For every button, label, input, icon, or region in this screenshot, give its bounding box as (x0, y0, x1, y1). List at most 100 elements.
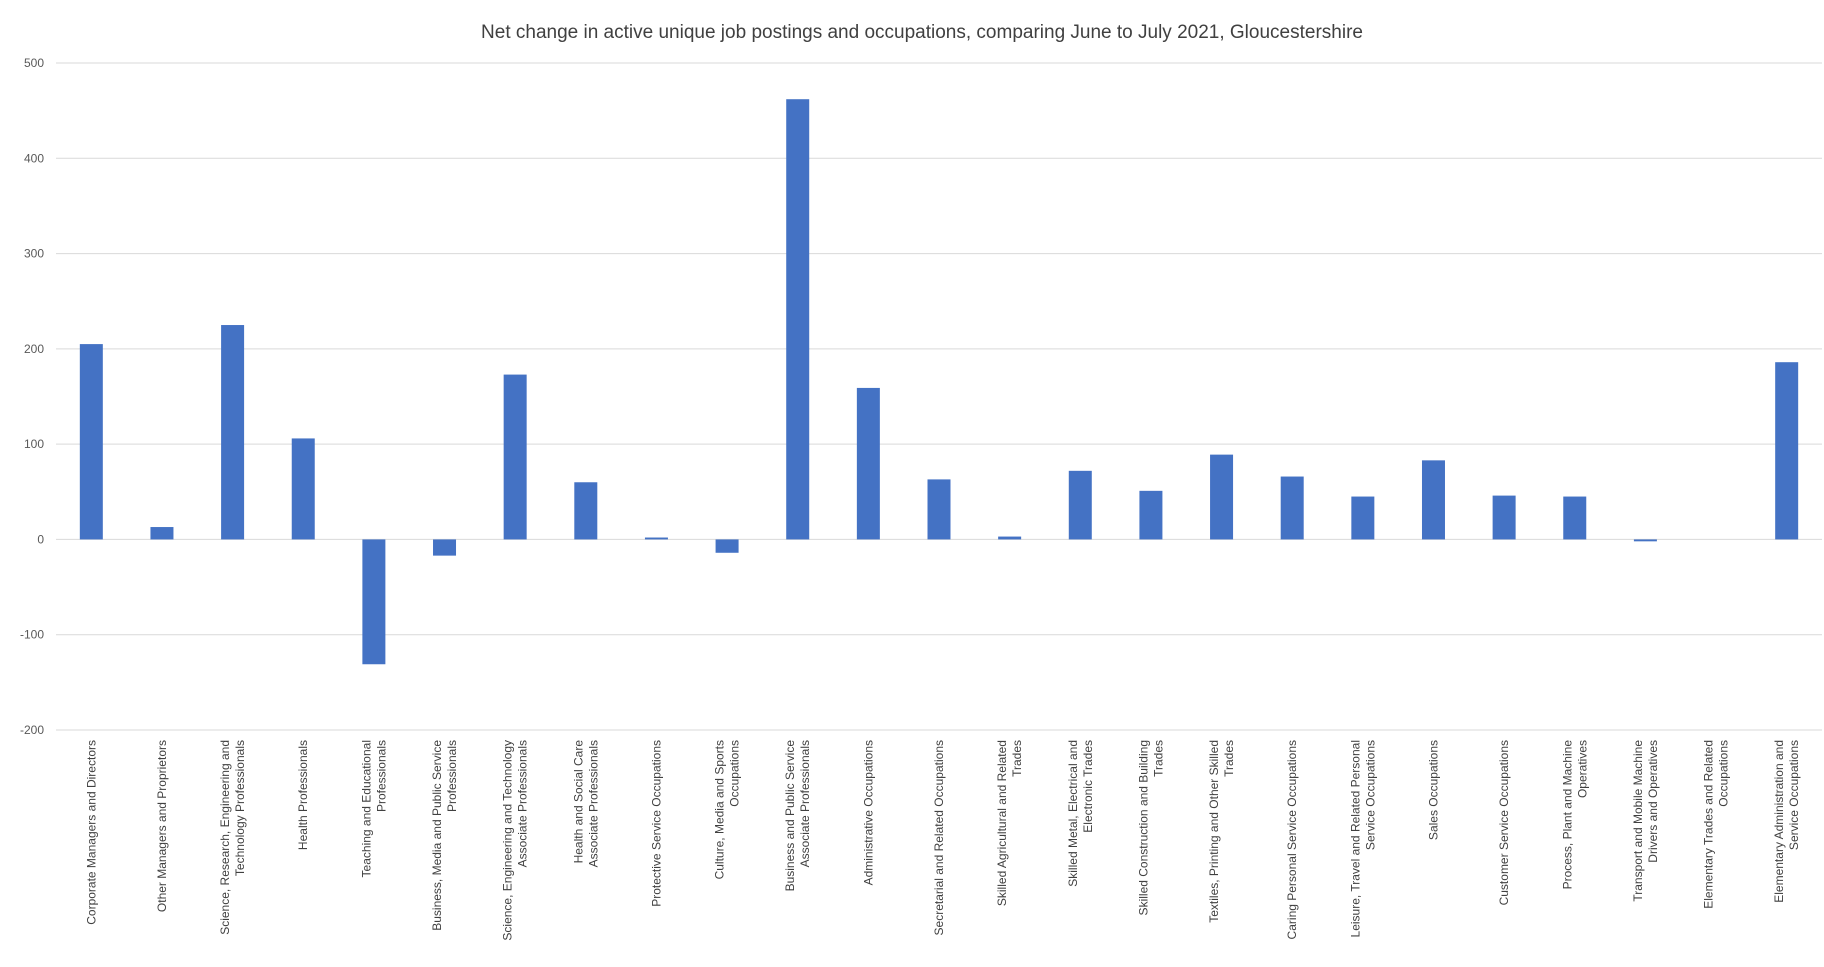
bars (79, 99, 1799, 665)
bar (644, 537, 668, 540)
y-tick-label: 0 (37, 532, 44, 546)
bar (1351, 496, 1375, 540)
category-label-line: Trades (1010, 740, 1024, 777)
bar (1563, 496, 1587, 540)
category-label-line: Drivers and Operatives (1646, 740, 1660, 863)
category-label: Science, Engineering and Technology Assoc… (501, 740, 530, 941)
gridlines (56, 62, 1822, 731)
category-label-line: Skilled Metal, Electrical and (1066, 740, 1080, 887)
category-label: Administrative Occupations (861, 740, 875, 885)
category-label: Leisure, Travel and Related Personal Serv… (1348, 740, 1377, 937)
category-label: Science, Research, Engineering and Techno… (218, 740, 247, 935)
category-label-line: Secretarial and Related Occupations (932, 740, 946, 935)
y-tick-label: 100 (24, 437, 44, 451)
category-label-line: Technology Professionals (233, 740, 247, 876)
category-label-line: Protective Service Occupations (649, 740, 663, 907)
y-axis-ticks: 500 400 300 200 100 0 -100 -200 (20, 56, 44, 737)
category-label-line: Transport and Mobile Machine (1631, 740, 1645, 902)
category-label-line: Customer Service Occupations (1497, 740, 1511, 905)
category-label: Other Managers and Proprietors (155, 740, 169, 912)
category-label-line: Teaching and Educational (359, 740, 373, 877)
chart-title: Net change in active unique job postings… (481, 22, 1363, 43)
bar (150, 527, 174, 540)
category-label: Transport and Mobile Machine Drivers and … (1631, 740, 1660, 902)
category-label: Process, Plant and Machine Operatives (1560, 740, 1589, 890)
category-label-line: Associate Professionals (586, 740, 600, 867)
category-label-line: Associate Professionals (516, 740, 530, 867)
bar (1775, 362, 1799, 540)
category-label-line: Professionals (374, 740, 388, 812)
category-label: Skilled Construction and Building Trades (1136, 740, 1165, 915)
category-label-line: Trades (1222, 740, 1236, 777)
bar (927, 479, 951, 540)
bar (1633, 539, 1657, 542)
category-label-line: Other Managers and Proprietors (155, 740, 169, 912)
category-label: Teaching and Educational Professionals (359, 740, 388, 877)
bar (1421, 460, 1445, 540)
y-tick-label: 500 (24, 56, 44, 70)
category-label: Textiles, Printing and Other Skilled Trad… (1207, 740, 1236, 923)
bar (433, 539, 457, 556)
category-label-line: Skilled Construction and Building (1136, 740, 1150, 915)
y-tick-label: 300 (24, 247, 44, 261)
category-label-line: Science, Research, Engineering and (218, 740, 232, 935)
y-tick-label: 200 (24, 342, 44, 356)
category-labels: Corporate Managers and Directors Other Ma… (84, 740, 1801, 941)
category-label-line: Science, Engineering and Technology (501, 740, 515, 941)
category-label: Secretarial and Related Occupations (932, 740, 946, 935)
category-label-line: Elementary Administration and (1772, 740, 1786, 903)
category-label: Sales Occupations (1426, 740, 1440, 840)
category-label-line: Occupations (1717, 740, 1731, 807)
category-label-line: Associate Professionals (798, 740, 812, 867)
bar (786, 99, 810, 540)
bar (574, 482, 598, 540)
y-tick-label: -100 (20, 628, 44, 642)
category-label-line: Corporate Managers and Directors (84, 740, 98, 925)
category-label-line: Leisure, Travel and Related Personal (1348, 740, 1362, 937)
category-label: Protective Service Occupations (649, 740, 663, 907)
category-label-line: Business and Public Service (783, 740, 797, 892)
category-label-line: Process, Plant and Machine (1560, 740, 1574, 890)
y-tick-label: -200 (20, 723, 44, 737)
bar (1068, 470, 1092, 540)
bar (1210, 454, 1234, 540)
category-label-line: Occupations (728, 740, 742, 807)
y-tick-label: 400 (24, 151, 44, 165)
bar (362, 539, 386, 665)
category-label-line: Health Professionals (296, 740, 310, 850)
category-label-line: Service Occupations (1787, 740, 1801, 850)
bar (503, 374, 527, 540)
category-label: Business and Public Service Associate Pro… (783, 740, 812, 892)
category-label-line: Textiles, Printing and Other Skilled (1207, 740, 1221, 923)
category-label-line: Elementary Trades and Related (1702, 740, 1716, 909)
category-label: Corporate Managers and Directors (84, 740, 98, 925)
category-label: Health Professionals (296, 740, 310, 850)
bar (1492, 495, 1516, 540)
category-label-line: Skilled Agricultural and Related (995, 740, 1009, 906)
category-label: Health and Social Care Associate Professi… (571, 740, 600, 868)
category-label: Elementary Trades and Related Occupations (1702, 740, 1731, 909)
bar (1139, 490, 1163, 540)
category-label-line: Electronic Trades (1081, 740, 1095, 833)
category-label: Business, Media and Public Service Profes… (430, 740, 459, 931)
category-label-line: Business, Media and Public Service (430, 740, 444, 931)
category-label: Skilled Metal, Electrical and Electronic … (1066, 740, 1095, 887)
category-label-line: Service Occupations (1363, 740, 1377, 850)
bar (221, 325, 245, 540)
bar (79, 344, 103, 540)
bar (715, 539, 739, 553)
bar (998, 536, 1022, 540)
category-label-line: Culture, Media and Sports (713, 740, 727, 879)
category-label-line: Professionals (445, 740, 459, 812)
category-label-line: Sales Occupations (1426, 740, 1440, 840)
bar (1280, 476, 1304, 540)
category-label: Skilled Agricultural and Related Trades (995, 740, 1024, 906)
bar (291, 438, 315, 540)
category-label: Customer Service Occupations (1497, 740, 1511, 905)
category-label-line: Health and Social Care (571, 740, 585, 864)
category-label-line: Caring Personal Service Occupations (1285, 740, 1299, 939)
bar (856, 387, 880, 540)
category-label-line: Operatives (1575, 740, 1589, 798)
